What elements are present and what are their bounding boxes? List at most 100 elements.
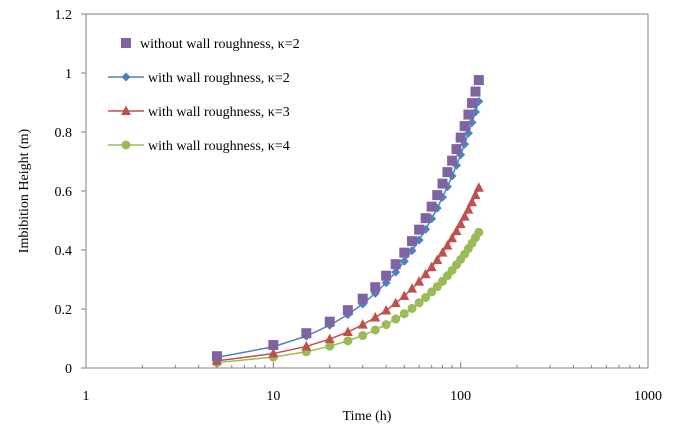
data-point (370, 312, 381, 322)
data-point (301, 328, 312, 339)
data-point (442, 167, 453, 178)
data-point (324, 333, 335, 344)
y-axis-title: Imbibition Height (m) (17, 128, 32, 253)
series-3 (211, 182, 484, 365)
y-tick-label: 0.2 (55, 303, 73, 318)
data-point (420, 213, 431, 224)
data-point (459, 121, 470, 132)
data-point (420, 268, 431, 279)
y-tick-label: 0.6 (55, 185, 73, 200)
data-point (325, 341, 335, 351)
series-layer (211, 75, 484, 368)
data-point (357, 293, 368, 304)
x-axis-ticks: 1 10 100 1000 (83, 362, 662, 404)
data-point (407, 246, 417, 256)
y-tick-label: 0 (65, 362, 72, 377)
data-point (427, 287, 437, 297)
data-point (437, 247, 448, 257)
data-point (463, 204, 474, 214)
data-point (407, 283, 418, 293)
legend-label: with wall roughness, κ=4 (148, 139, 290, 154)
data-point (426, 201, 437, 212)
legend-marker (121, 140, 131, 150)
data-point (390, 259, 401, 270)
legend-label: with wall roughness, κ=3 (148, 105, 290, 120)
data-point (447, 232, 458, 243)
data-point (414, 276, 425, 286)
series-1 (211, 75, 484, 362)
data-point (343, 336, 353, 346)
data-point (407, 303, 417, 313)
data-point (370, 282, 381, 293)
data-point (451, 225, 462, 236)
data-point (473, 75, 484, 86)
y-tick-label: 0.4 (55, 244, 73, 259)
data-point (455, 218, 466, 229)
data-point (414, 224, 425, 235)
legend-marker (121, 72, 131, 82)
x-tick-label: 1 (83, 389, 90, 404)
x-tick-label: 100 (450, 389, 471, 404)
plot-border (85, 13, 649, 369)
y-axis-ticks: 0 0.2 0.4 0.6 0.8 1 1.2 (55, 8, 86, 377)
x-tick-label: 10 (266, 389, 280, 404)
data-point (358, 331, 368, 341)
plot-area (85, 13, 649, 369)
data-point (474, 227, 484, 237)
data-point (451, 144, 462, 155)
data-point (426, 261, 437, 272)
legend-item-3: with wall roughness, κ=3 (108, 105, 290, 120)
data-point (473, 182, 484, 192)
data-point (470, 189, 481, 200)
legend-item-2: with wall roughness, κ=2 (108, 71, 290, 86)
data-point (421, 292, 431, 302)
data-point (211, 351, 222, 362)
data-point (437, 178, 448, 189)
data-point (391, 267, 401, 277)
legend-item-1: without wall roughness, κ=2 (121, 37, 300, 52)
data-point (370, 325, 380, 335)
data-point (432, 254, 443, 265)
data-point (399, 290, 410, 301)
data-point (399, 247, 410, 258)
data-point (301, 340, 312, 351)
data-point (442, 240, 453, 250)
data-point (399, 256, 409, 266)
y-tick-label: 1.2 (55, 8, 73, 23)
data-point (463, 109, 474, 120)
data-point (399, 309, 409, 319)
x-tick-label: 1000 (634, 389, 662, 404)
data-point (470, 86, 481, 97)
legend-item-4: with wall roughness, κ=4 (108, 139, 290, 154)
data-point (342, 305, 353, 316)
legend-label: without wall roughness, κ=2 (140, 37, 300, 52)
data-point (459, 211, 470, 221)
data-point (447, 155, 458, 166)
data-point (407, 236, 418, 247)
data-point (432, 190, 443, 201)
x-axis-title: Time (h) (343, 409, 392, 424)
data-point (381, 320, 391, 330)
data-point (324, 316, 335, 327)
legend-marker (121, 105, 131, 115)
data-point (467, 118, 477, 128)
legend: without wall roughness, κ=2 with wall rou… (108, 37, 300, 154)
data-point (467, 98, 478, 109)
legend-marker (121, 38, 131, 48)
data-point (391, 314, 401, 324)
y-tick-label: 1 (65, 67, 72, 82)
data-point (455, 132, 466, 143)
data-point (390, 297, 401, 308)
data-point (381, 304, 392, 315)
data-point (268, 348, 279, 358)
data-point (357, 319, 368, 329)
legend-label: with wall roughness, κ=2 (148, 71, 290, 86)
y-tick-label: 0.8 (55, 126, 73, 141)
series-2 (212, 96, 484, 362)
data-point (414, 298, 424, 308)
data-point (467, 196, 478, 207)
data-point (381, 270, 392, 281)
data-point (342, 326, 353, 337)
data-point (268, 339, 279, 350)
